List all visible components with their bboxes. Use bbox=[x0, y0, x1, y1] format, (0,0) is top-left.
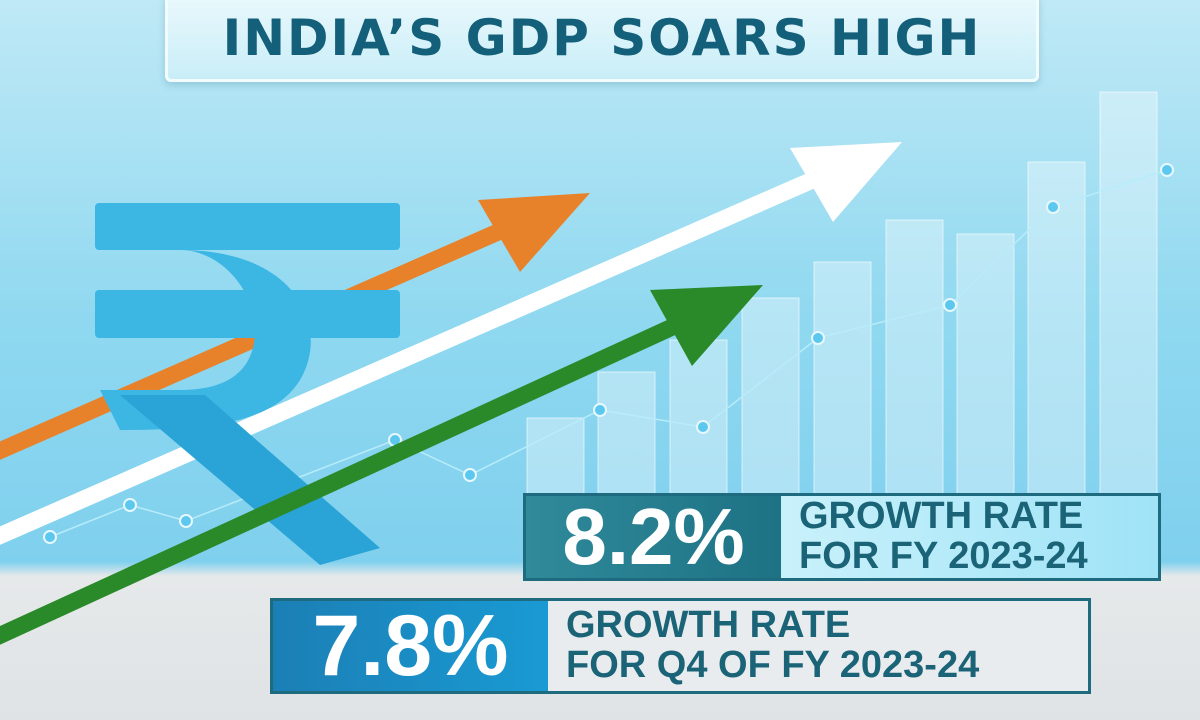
trend-dot bbox=[696, 420, 710, 434]
title-banner: INDIA’S GDP SOARS HIGH bbox=[165, 0, 1039, 82]
trend-dot bbox=[179, 514, 193, 528]
trend-dot bbox=[463, 468, 477, 482]
stat-label-line2: FOR FY 2023-24 bbox=[799, 535, 1088, 577]
trend-dot bbox=[811, 331, 825, 345]
white-arrow-icon bbox=[0, 142, 902, 545]
stat-label-line1: GROWTH RATE bbox=[566, 604, 851, 647]
stat-label: GROWTH RATE FOR FY 2023-24 bbox=[781, 496, 1158, 578]
stat-label-line1: GROWTH RATE bbox=[799, 495, 1084, 538]
stat-fy-growth: 8.2% GROWTH RATE FOR FY 2023-24 bbox=[523, 492, 1161, 581]
rupee-symbol-icon bbox=[95, 203, 400, 565]
stat-label: GROWTH RATE FOR Q4 OF FY 2023-24 bbox=[548, 601, 1088, 691]
trend-dot bbox=[43, 530, 57, 544]
trend-dot bbox=[593, 403, 607, 417]
trend-dot bbox=[943, 298, 957, 312]
trend-dot bbox=[123, 498, 137, 512]
page-title: INDIA’S GDP SOARS HIGH bbox=[222, 9, 982, 67]
stat-value: 8.2% bbox=[526, 492, 781, 581]
stat-q4-growth: 7.8% GROWTH RATE FOR Q4 OF FY 2023-24 bbox=[270, 598, 1091, 694]
stat-label-line2: FOR Q4 OF FY 2023-24 bbox=[566, 644, 980, 686]
trend-dot bbox=[1160, 163, 1174, 177]
trend-dot bbox=[1046, 200, 1060, 214]
stat-value: 7.8% bbox=[273, 598, 548, 694]
green-arrow-icon bbox=[0, 285, 763, 645]
